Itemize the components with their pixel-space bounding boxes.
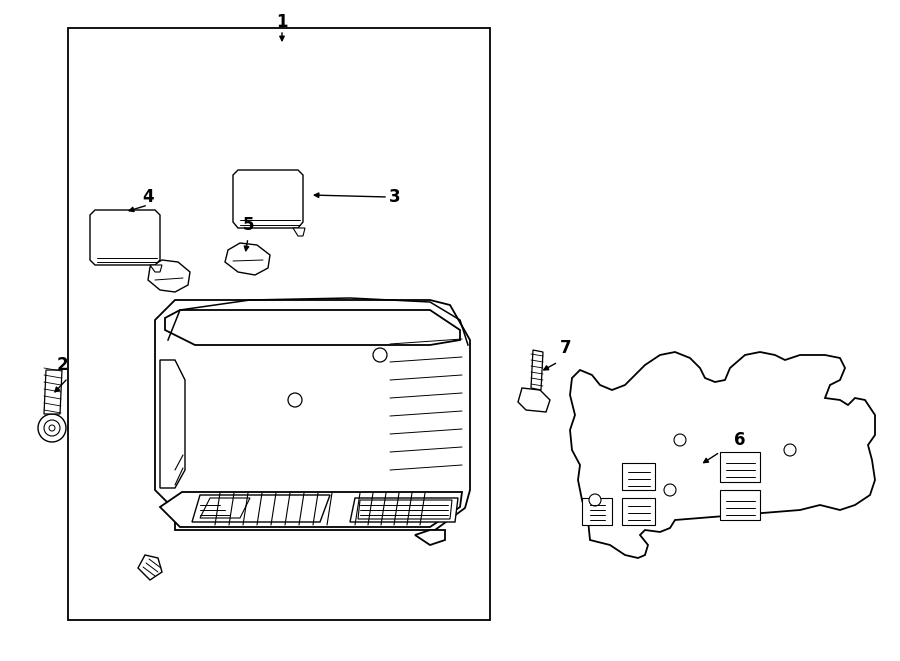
Polygon shape (44, 370, 62, 414)
Circle shape (674, 434, 686, 446)
Circle shape (49, 425, 55, 431)
Polygon shape (148, 260, 190, 292)
Polygon shape (350, 498, 458, 522)
Text: 6: 6 (734, 431, 746, 449)
Circle shape (288, 393, 302, 407)
Polygon shape (165, 310, 460, 345)
Polygon shape (200, 498, 250, 518)
Circle shape (664, 484, 676, 496)
Polygon shape (415, 530, 445, 545)
Polygon shape (150, 265, 162, 272)
Polygon shape (720, 452, 760, 482)
Text: 1: 1 (276, 13, 288, 31)
Polygon shape (225, 243, 270, 275)
Polygon shape (160, 360, 185, 488)
Polygon shape (233, 170, 303, 228)
Text: 2: 2 (56, 356, 68, 374)
Polygon shape (90, 210, 160, 265)
Polygon shape (582, 498, 612, 525)
Polygon shape (155, 300, 470, 530)
Polygon shape (622, 498, 655, 525)
Polygon shape (68, 28, 490, 620)
Text: 5: 5 (242, 216, 254, 234)
Polygon shape (720, 490, 760, 520)
Text: 3: 3 (389, 188, 400, 206)
Text: 4: 4 (142, 188, 154, 206)
Circle shape (589, 494, 601, 506)
Circle shape (38, 414, 66, 442)
Circle shape (784, 444, 796, 456)
Polygon shape (518, 388, 550, 412)
Polygon shape (160, 492, 462, 527)
Polygon shape (358, 500, 452, 519)
Polygon shape (293, 228, 305, 236)
Polygon shape (531, 350, 543, 390)
Polygon shape (622, 463, 655, 490)
Polygon shape (138, 555, 162, 580)
Text: 7: 7 (560, 339, 572, 357)
Polygon shape (570, 352, 875, 558)
Circle shape (44, 420, 60, 436)
Circle shape (373, 348, 387, 362)
Polygon shape (192, 495, 330, 522)
